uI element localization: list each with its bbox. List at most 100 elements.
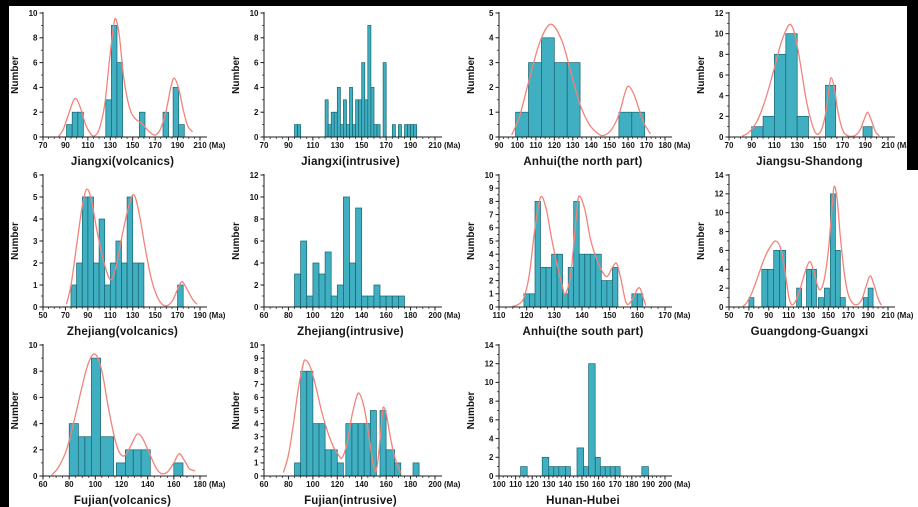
- y-tick-label: 4: [489, 434, 494, 443]
- histogram-svg: 60 80 100 120 140 160 180 200 (Ma) 0 2 4 6 8 10 12 Numbe…: [231, 171, 461, 320]
- histogram-svg: 90 100 110 120 130 140 150 160 170 180 (Ma) 0 1 2 3 4 5 N…: [466, 9, 691, 150]
- histogram-bar: [576, 447, 584, 477]
- y-tick-label: 8: [254, 34, 259, 43]
- y-tick-label: 8: [254, 367, 259, 376]
- y-tick-label: 0: [489, 133, 494, 142]
- histogram-bar: [352, 124, 357, 138]
- histogram-bar: [358, 99, 363, 138]
- x-tick-label: 110: [306, 141, 319, 150]
- density-curve: [741, 23, 880, 138]
- panel-jiangxi-intrusive: 70 90 110 130 150 170 190 210 (Ma) 0 2 4 6 8 10 Number …: [230, 6, 465, 168]
- histogram-bar: [364, 99, 369, 138]
- y-tick-label: 10: [250, 341, 259, 350]
- y-tick-label: 2: [33, 446, 38, 455]
- y-tick-label: 6: [33, 58, 38, 67]
- x-tick-label: 110: [509, 480, 522, 489]
- y-tick-label: 1: [489, 108, 494, 117]
- histogram-bar: [294, 273, 301, 308]
- histogram-fujian-volcanics: 60 80 100 120 140 160 180 (Ma) 0 2 4 6 8 10 Number: [9, 338, 230, 492]
- histogram-bar: [349, 87, 353, 138]
- histogram-fujian-intrusive: 60 80 100 120 140 160 180 200 (Ma) 0 1 2 3 4 5 6 7 8 9 10 Nu…: [230, 338, 465, 492]
- x-tick-label: 90: [495, 141, 504, 150]
- y-tick-label: 2: [719, 284, 724, 293]
- y-tick-label: 9: [489, 184, 494, 193]
- histogram-bar: [100, 436, 115, 477]
- y-tick-label: 0: [254, 303, 259, 312]
- y-tick-label: 1: [489, 290, 494, 299]
- histogram-bar: [391, 295, 399, 308]
- histogram-bar: [330, 111, 335, 138]
- histogram-bar: [618, 111, 633, 138]
- y-axis-label: Number: [231, 222, 242, 260]
- x-tick-label: 150: [355, 141, 369, 150]
- x-tick-label: 80: [284, 311, 293, 320]
- y-tick-label: 9: [254, 354, 259, 363]
- x-tick-label: 150: [603, 311, 617, 320]
- y-tick-label: 8: [33, 367, 38, 376]
- histogram-bar: [81, 196, 89, 308]
- histogram-bar: [748, 297, 755, 308]
- y-axis-label: Number: [466, 392, 477, 430]
- x-tick-label: 120: [331, 480, 345, 489]
- panel-title: Anhui(the south part): [522, 326, 644, 338]
- x-tick-label: 140: [355, 311, 369, 320]
- histogram-bar: [540, 267, 547, 308]
- y-tick-label: 6: [489, 224, 494, 233]
- histogram-bar: [373, 124, 378, 138]
- histogram-bar: [806, 268, 812, 308]
- histogram-bar: [105, 99, 112, 138]
- x-tick-label: 170: [640, 141, 654, 150]
- x-tick-label: 80: [65, 480, 74, 489]
- histogram-bar: [363, 423, 371, 477]
- histogram-bar: [578, 253, 586, 308]
- panel-title: Fujian(volcanics): [73, 495, 172, 507]
- y-tick-label: 2: [33, 108, 38, 117]
- x-tick-label: 200: [428, 480, 442, 489]
- y-tick-label: 14: [715, 171, 724, 180]
- x-tick-label: 90: [284, 141, 293, 150]
- histogram-bar: [306, 370, 314, 477]
- histogram-bar: [373, 284, 381, 308]
- x-unit-label: (Ma): [897, 141, 914, 150]
- panel-jiangsu-shandong: 70 90 110 130 150 170 190 210 (Ma) 0 2 4 6 8 10 12 Numbe…: [695, 6, 918, 168]
- y-tick-label: 14: [485, 341, 494, 350]
- histogram-bar: [87, 196, 94, 308]
- histogram-bar: [641, 466, 649, 477]
- y-tick-label: 8: [719, 50, 724, 59]
- y-tick-label: 6: [719, 246, 724, 255]
- x-tick-label: 170: [171, 311, 185, 320]
- histogram-bar: [534, 201, 541, 308]
- histogram-bar: [839, 297, 846, 308]
- y-tick-label: 0: [719, 133, 724, 142]
- x-tick-label: 120: [331, 311, 345, 320]
- histogram-bar: [132, 449, 142, 477]
- y-tick-label: 0: [33, 472, 38, 481]
- x-tick-label: 150: [822, 311, 836, 320]
- histogram-bar: [327, 124, 332, 138]
- x-tick-label: 160: [167, 480, 181, 489]
- y-tick-label: 2: [254, 281, 259, 290]
- histogram-bar: [324, 251, 332, 308]
- y-tick-label: 2: [489, 453, 494, 462]
- x-tick-label: 100: [306, 480, 320, 489]
- y-tick-label: 2: [254, 108, 259, 117]
- histogram-bar: [346, 124, 350, 138]
- y-tick-label: 0: [489, 472, 494, 481]
- x-tick-label: 110: [768, 141, 781, 150]
- y-axis-label: Number: [696, 222, 707, 260]
- y-tick-label: 10: [485, 171, 494, 180]
- histogram-bar: [614, 466, 621, 477]
- y-tick-label: 5: [254, 406, 259, 415]
- x-unit-label: (Ma): [209, 311, 226, 320]
- x-tick-label: 170: [148, 141, 162, 150]
- x-tick-label: 70: [260, 141, 269, 150]
- x-tick-label: 150: [603, 141, 617, 150]
- y-axis-label: Number: [10, 56, 21, 94]
- x-tick-label: 60: [260, 311, 269, 320]
- x-tick-label: 100: [306, 311, 320, 320]
- y-tick-label: 10: [485, 378, 494, 387]
- panel-anhui-north: 90 100 110 120 130 140 150 160 170 180 (Ma) 0 1 2 3 4 5 N…: [465, 6, 695, 168]
- x-tick-label: 100: [89, 480, 103, 489]
- x-tick-label: 150: [813, 141, 827, 150]
- histogram-svg: 110 120 130 140 150 160 170 (Ma) 0 1 2 3 4 5 6 7 8 9 10 Num…: [466, 171, 691, 320]
